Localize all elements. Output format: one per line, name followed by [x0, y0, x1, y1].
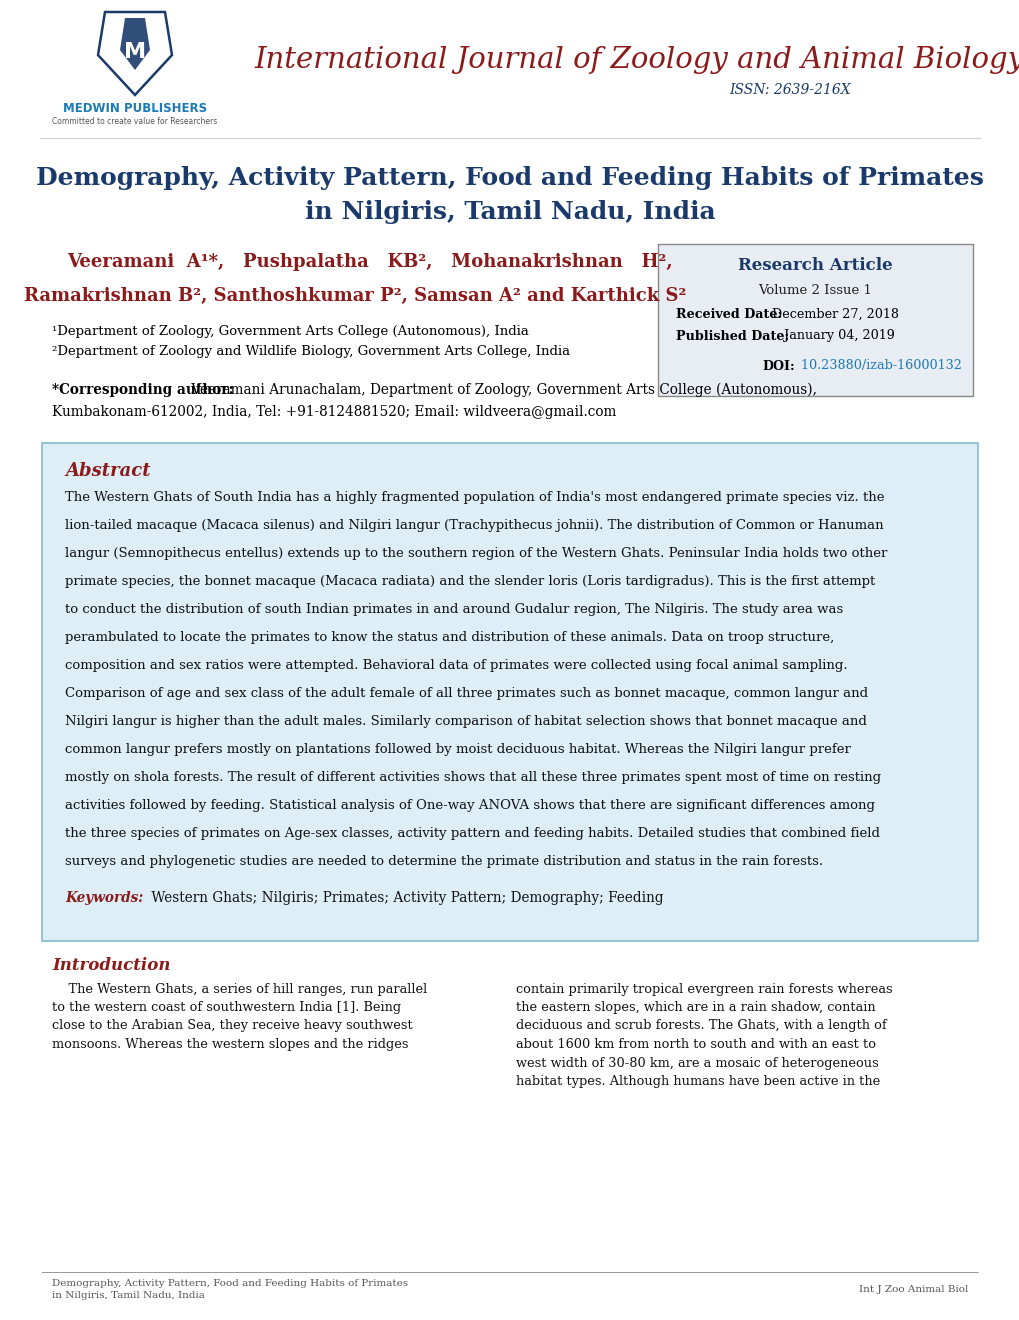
Text: west width of 30-80 km, are a mosaic of heterogeneous: west width of 30-80 km, are a mosaic of …	[516, 1056, 878, 1069]
Text: December 27, 2018: December 27, 2018	[767, 308, 898, 321]
Text: International Journal of Zoology and Animal Biology: International Journal of Zoology and Ani…	[255, 46, 1019, 74]
Text: Veeramani  A¹*,   Pushpalatha   KB²,   Mohanakrishnan   H²,: Veeramani A¹*, Pushpalatha KB², Mohanakr…	[67, 253, 673, 271]
Text: The Western Ghats, a series of hill ranges, run parallel: The Western Ghats, a series of hill rang…	[52, 982, 427, 995]
Text: contain primarily tropical evergreen rain forests whereas: contain primarily tropical evergreen rai…	[516, 982, 892, 995]
Text: DOI:: DOI:	[762, 359, 795, 372]
Text: habitat types. Although humans have been active in the: habitat types. Although humans have been…	[516, 1074, 879, 1088]
Text: to the western coast of southwestern India [1]. Being: to the western coast of southwestern Ind…	[52, 1001, 400, 1014]
Text: January 04, 2019: January 04, 2019	[780, 330, 894, 342]
Text: activities followed by feeding. Statistical analysis of One-way ANOVA shows that: activities followed by feeding. Statisti…	[65, 800, 874, 813]
Text: to conduct the distribution of south Indian primates in and around Gudalur regio: to conduct the distribution of south Ind…	[65, 603, 843, 616]
Text: Received Date:: Received Date:	[676, 308, 782, 321]
Text: Int J Zoo Animal Biol: Int J Zoo Animal Biol	[858, 1286, 967, 1295]
Polygon shape	[120, 18, 150, 70]
Text: ¹Department of Zoology, Government Arts College (Autonomous), India: ¹Department of Zoology, Government Arts …	[52, 326, 529, 338]
Text: ²Department of Zoology and Wildlife Biology, Government Arts College, India: ²Department of Zoology and Wildlife Biol…	[52, 346, 570, 359]
Text: M: M	[124, 42, 146, 62]
Text: ISSN: 2639-216X: ISSN: 2639-216X	[729, 83, 850, 96]
Text: Research Article: Research Article	[738, 257, 892, 275]
Text: langur (Semnopithecus entellus) extends up to the southern region of the Western: langur (Semnopithecus entellus) extends …	[65, 548, 887, 561]
Text: The Western Ghats of South India has a highly fragmented population of India's m: The Western Ghats of South India has a h…	[65, 491, 883, 504]
Text: 10.23880/izab-16000132: 10.23880/izab-16000132	[797, 359, 962, 372]
Text: perambulated to locate the primates to know the status and distribution of these: perambulated to locate the primates to k…	[65, 631, 834, 644]
Text: lion-tailed macaque (Macaca silenus) and Nilgiri langur (Trachypithecus johnii).: lion-tailed macaque (Macaca silenus) and…	[65, 520, 882, 532]
Text: common langur prefers mostly on plantations followed by moist deciduous habitat.: common langur prefers mostly on plantati…	[65, 743, 850, 756]
Text: Committed to create value for Researchers: Committed to create value for Researcher…	[52, 117, 217, 127]
Text: the three species of primates on Age-sex classes, activity pattern and feeding h: the three species of primates on Age-sex…	[65, 828, 879, 841]
Text: Comparison of age and sex class of the adult female of all three primates such a: Comparison of age and sex class of the a…	[65, 688, 867, 701]
Text: Introduction: Introduction	[52, 957, 170, 974]
Text: the eastern slopes, which are in a rain shadow, contain: the eastern slopes, which are in a rain …	[516, 1001, 874, 1014]
FancyBboxPatch shape	[657, 244, 972, 396]
Text: about 1600 km from north to south and with an east to: about 1600 km from north to south and wi…	[516, 1038, 875, 1051]
Text: MEDWIN PUBLISHERS: MEDWIN PUBLISHERS	[63, 102, 207, 115]
Text: Nilgiri langur is higher than the adult males. Similarly comparison of habitat s: Nilgiri langur is higher than the adult …	[65, 715, 866, 729]
Text: Demography, Activity Pattern, Food and Feeding Habits of Primates: Demography, Activity Pattern, Food and F…	[52, 1279, 408, 1287]
Text: Keywords:: Keywords:	[65, 891, 143, 906]
Text: composition and sex ratios were attempted. Behavioral data of primates were coll: composition and sex ratios were attempte…	[65, 660, 847, 672]
Text: Volume 2 Issue 1: Volume 2 Issue 1	[758, 284, 871, 297]
Text: Veeramani Arunachalam, Department of Zoology, Government Arts College (Autonomou: Veeramani Arunachalam, Department of Zoo…	[186, 383, 816, 397]
FancyBboxPatch shape	[42, 444, 977, 941]
Text: in Nilgiris, Tamil Nadu, India: in Nilgiris, Tamil Nadu, India	[52, 1291, 205, 1300]
Text: surveys and phylogenetic studies are needed to determine the primate distributio: surveys and phylogenetic studies are nee…	[65, 855, 822, 869]
Text: *Corresponding author:: *Corresponding author:	[52, 383, 233, 397]
Text: in Nilgiris, Tamil Nadu, India: in Nilgiris, Tamil Nadu, India	[305, 201, 714, 224]
Text: Abstract: Abstract	[65, 462, 151, 480]
Text: Western Ghats; Nilgiris; Primates; Activity Pattern; Demography; Feeding: Western Ghats; Nilgiris; Primates; Activ…	[147, 891, 663, 906]
Text: Kumbakonam-612002, India, Tel: +91-8124881520; Email: wildveera@gmail.com: Kumbakonam-612002, India, Tel: +91-81248…	[52, 405, 615, 418]
Text: primate species, the bonnet macaque (Macaca radiata) and the slender loris (Lori: primate species, the bonnet macaque (Mac…	[65, 576, 874, 589]
Text: Ramakrishnan B², Santhoshkumar P², Samsan A² and Karthick S²: Ramakrishnan B², Santhoshkumar P², Samsa…	[23, 286, 686, 305]
Text: deciduous and scrub forests. The Ghats, with a length of: deciduous and scrub forests. The Ghats, …	[516, 1019, 886, 1032]
Text: mostly on shola forests. The result of different activities shows that all these: mostly on shola forests. The result of d…	[65, 771, 880, 784]
Text: close to the Arabian Sea, they receive heavy southwest: close to the Arabian Sea, they receive h…	[52, 1019, 413, 1032]
Text: monsoons. Whereas the western slopes and the ridges: monsoons. Whereas the western slopes and…	[52, 1038, 408, 1051]
Text: Published Date:: Published Date:	[676, 330, 789, 342]
Text: Demography, Activity Pattern, Food and Feeding Habits of Primates: Demography, Activity Pattern, Food and F…	[36, 166, 983, 190]
